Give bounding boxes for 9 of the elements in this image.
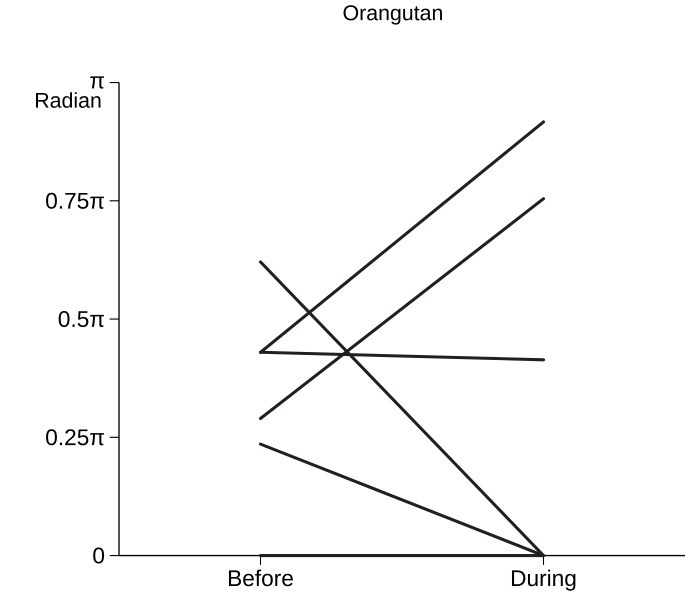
y-tick-label: 0.75π [46, 192, 104, 209]
chart-title: Orangutan [344, 5, 442, 25]
y-axis-title: Radian [36, 92, 100, 108]
y-tick-label: 0.5π [58, 311, 104, 328]
x-tick-label: During [512, 570, 576, 591]
y-tick-label: 0 [93, 548, 104, 564]
x-tick-label: Before [228, 570, 293, 586]
y-tick-label: 0.25π [46, 429, 104, 446]
y-tick-label: π [90, 76, 104, 89]
